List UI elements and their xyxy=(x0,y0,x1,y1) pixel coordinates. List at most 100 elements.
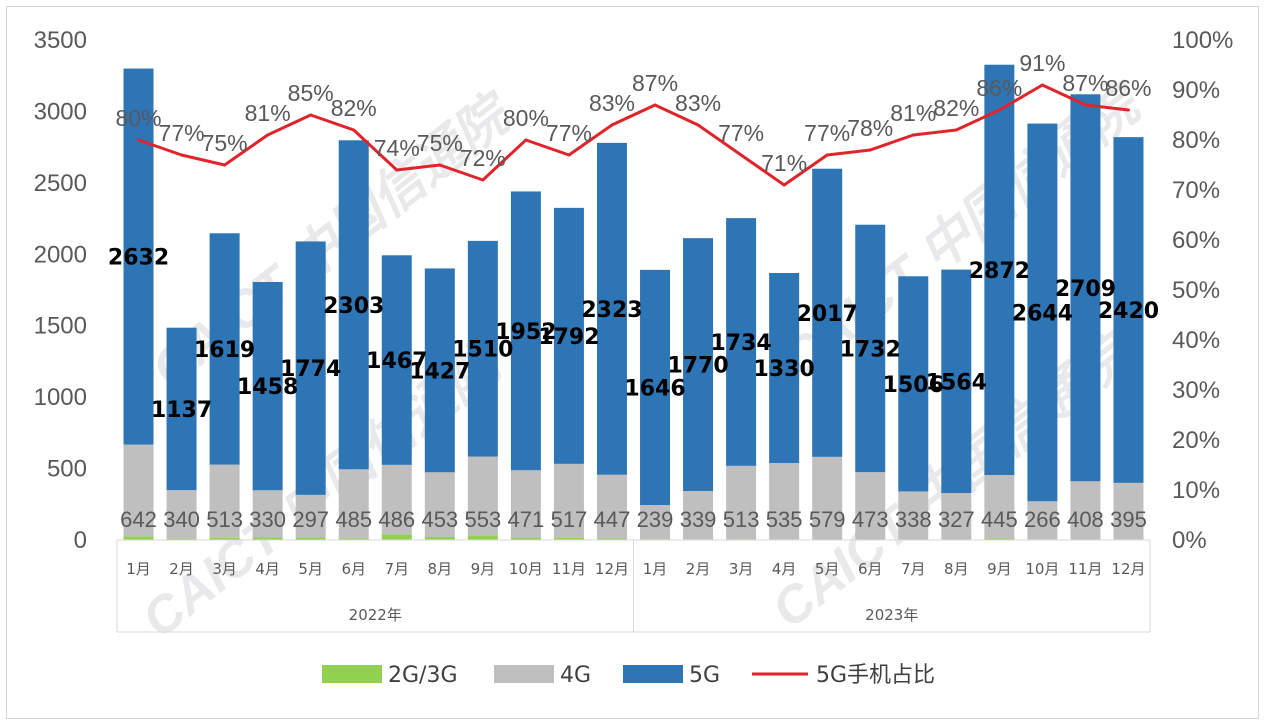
y-right-tick-label: 40% xyxy=(1172,327,1220,354)
bar-4g xyxy=(510,470,541,538)
bar-4g xyxy=(381,464,412,535)
data-label-5g-share: 81% xyxy=(890,100,936,126)
bar-4g xyxy=(123,444,154,537)
bar-4g xyxy=(209,464,240,538)
data-label-4g: 445 xyxy=(981,507,1018,532)
bar-2g-3g xyxy=(424,537,455,540)
x-tick-label: 6月 xyxy=(341,560,366,578)
bars-layer xyxy=(123,64,1144,540)
line-point xyxy=(868,148,872,152)
line-point xyxy=(395,168,399,172)
bar-5g xyxy=(338,140,369,470)
data-label-4g: 486 xyxy=(378,507,415,532)
y-right-tick-label: 100% xyxy=(1172,27,1233,54)
bar-4g xyxy=(640,505,671,540)
data-label-4g: 327 xyxy=(938,507,975,532)
data-label-5g: 1952 xyxy=(495,320,556,345)
bar-5g xyxy=(640,269,671,505)
x-tick-label: 2月 xyxy=(169,560,194,578)
data-label-5g-share: 78% xyxy=(847,115,893,141)
data-label-5g-share: 75% xyxy=(202,130,248,156)
data-label-4g: 471 xyxy=(508,507,545,532)
x-year-label: 2023年 xyxy=(865,606,918,624)
line-point xyxy=(137,138,141,142)
bar-5g xyxy=(984,64,1015,475)
data-label-4g: 473 xyxy=(852,507,889,532)
bar-4g xyxy=(855,472,886,540)
y-left-tick-label: 3000 xyxy=(34,98,87,125)
x-tick-label: 10月 xyxy=(509,560,543,578)
x-tick-label: 4月 xyxy=(772,560,797,578)
line-point xyxy=(567,153,571,157)
data-label-5g: 1774 xyxy=(280,357,341,382)
line-point xyxy=(610,123,614,127)
y-right-tick-label: 90% xyxy=(1172,77,1220,104)
x-tick-label: 12月 xyxy=(595,560,629,578)
bar-5g xyxy=(209,233,240,465)
y-right-tick-label: 60% xyxy=(1172,227,1220,254)
x-tick-label: 5月 xyxy=(298,560,323,578)
data-label-4g: 395 xyxy=(1110,507,1147,532)
bar-4g xyxy=(424,472,455,537)
y-right-tick-label: 0% xyxy=(1172,527,1207,554)
x-tick-label: 8月 xyxy=(428,560,453,578)
bar-4g xyxy=(683,491,714,540)
data-label-4g: 266 xyxy=(1024,507,1061,532)
bar-5g xyxy=(510,191,541,471)
line-point xyxy=(1126,108,1130,112)
data-label-5g-share: 80% xyxy=(115,105,161,131)
data-label-5g-share: 83% xyxy=(675,90,721,116)
bar-4g xyxy=(769,463,800,540)
data-label-5g: 1732 xyxy=(840,337,901,362)
data-label-5g: 1619 xyxy=(194,338,255,363)
bar-2g-3g xyxy=(338,538,369,540)
data-label-5g-share: 87% xyxy=(632,70,678,96)
bar-5g xyxy=(123,68,154,445)
line-point xyxy=(825,153,829,157)
x-year-label: 2022年 xyxy=(349,606,402,624)
bar-2g-3g xyxy=(984,538,1015,540)
bar-4g xyxy=(553,463,584,538)
bar-4g xyxy=(984,475,1015,539)
y-right-tick-label: 20% xyxy=(1172,427,1220,454)
bar-5g xyxy=(295,241,326,495)
line-point xyxy=(739,153,743,157)
legend-label: 5G手机占比 xyxy=(816,663,935,688)
x-tick-label: 5月 xyxy=(815,560,840,578)
legend-label: 4G xyxy=(560,663,591,688)
bar-5g xyxy=(769,273,800,463)
x-tick-label: 1月 xyxy=(126,560,151,578)
bar-5g xyxy=(553,207,584,464)
data-label-5g-share: 77% xyxy=(804,120,850,146)
line-point xyxy=(997,108,1001,112)
line-point xyxy=(223,163,227,167)
x-tick-label: 3月 xyxy=(212,560,237,578)
bar-5g xyxy=(941,269,972,493)
data-label-4g: 553 xyxy=(464,507,501,532)
x-tick-label: 4月 xyxy=(255,560,280,578)
x-tick-label: 2月 xyxy=(686,560,711,578)
data-label-4g: 513 xyxy=(723,507,760,532)
line-5g-share xyxy=(138,83,1129,187)
data-label-5g-share: 82% xyxy=(933,95,979,121)
data-label-5g: 1792 xyxy=(538,325,599,350)
bar-5g xyxy=(898,276,929,492)
x-tick-label: 11月 xyxy=(552,560,586,578)
data-label-5g: 1506 xyxy=(883,373,944,398)
data-label-5g: 1646 xyxy=(624,376,685,401)
bar-5g xyxy=(467,240,498,457)
bar-4g xyxy=(812,456,843,540)
data-label-5g-share: 86% xyxy=(976,75,1022,101)
bar-2g-3g xyxy=(295,537,326,540)
data-label-5g-share: 91% xyxy=(1019,50,1065,76)
x-tick-label: 6月 xyxy=(858,560,883,578)
bar-2g-3g xyxy=(553,537,584,540)
y-left-tick-label: 500 xyxy=(47,456,87,483)
data-label-5g-share: 72% xyxy=(460,145,506,171)
axis-layer: 0 500 1000 1500 2000 2500 3000 3500 0% 10% 20% 30% 4… xyxy=(34,27,1233,633)
data-label-5g: 1458 xyxy=(237,375,298,400)
data-label-4g: 535 xyxy=(766,507,803,532)
data-label-5g: 1564 xyxy=(926,370,987,395)
y-left-tick-label: 3500 xyxy=(34,27,87,54)
y-right-tick-label: 70% xyxy=(1172,177,1220,204)
